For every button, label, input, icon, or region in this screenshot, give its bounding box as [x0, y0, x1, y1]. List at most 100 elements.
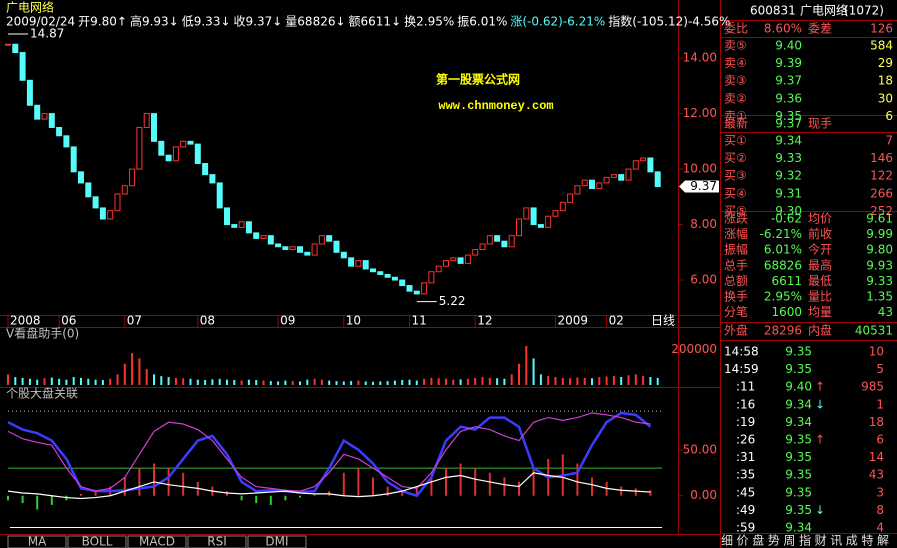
stat-value: 6611 — [771, 274, 802, 288]
candle — [289, 246, 296, 251]
menu-item[interactable]: 盘 — [752, 533, 764, 548]
candle — [574, 185, 581, 195]
indicator-bar — [50, 495, 53, 505]
bid-price: 9.31 — [775, 186, 802, 200]
stat-value: 6.01% — [764, 243, 802, 257]
stock-name: 广电网络 — [6, 0, 54, 15]
candle — [370, 268, 376, 273]
info-item: 2009/02/24 — [6, 15, 75, 29]
tick-time: :49 — [736, 503, 755, 517]
volume-bar — [583, 377, 586, 385]
volume-bar — [379, 381, 382, 385]
candle — [406, 285, 413, 292]
volume-bar — [204, 380, 207, 385]
ask-price: 9.37 — [775, 74, 802, 88]
tick-price: 9.35 — [785, 503, 812, 517]
indicator-bar — [386, 486, 389, 496]
last-price-tag — [679, 180, 719, 193]
label: 外盘 — [724, 323, 748, 338]
candle — [472, 249, 479, 256]
ask-price: 9.40 — [775, 39, 802, 53]
indicator-bar — [532, 468, 535, 496]
volume-bar — [503, 378, 506, 385]
tab-label: MA — [28, 535, 47, 548]
stat-value: 43 — [878, 305, 893, 319]
candle — [625, 168, 632, 181]
menu-item[interactable]: 特 — [861, 533, 873, 548]
indicator-bar — [313, 493, 316, 496]
volume-bar — [656, 377, 659, 385]
volume-bar — [430, 377, 433, 385]
volume-bar — [299, 381, 301, 385]
volume-bar — [561, 377, 564, 385]
tick-time: :16 — [736, 397, 755, 411]
menu-item[interactable]: 解 — [877, 534, 889, 548]
candle — [340, 251, 347, 259]
candle — [421, 282, 428, 295]
volume-bar — [189, 378, 192, 385]
indicator-bar — [7, 495, 9, 501]
tab[interactable] — [187, 535, 247, 548]
indicator-bar — [634, 488, 637, 496]
x-tick-label: 09 — [280, 314, 295, 328]
volume-bar — [313, 378, 316, 385]
menu-item[interactable]: 成 — [846, 534, 858, 548]
volume-bar — [226, 379, 228, 385]
menu-item[interactable]: 价 — [737, 534, 749, 548]
ask-volume: 6 — [885, 109, 893, 123]
info-item: 量68826↓ — [285, 15, 345, 29]
volume-bar — [518, 363, 520, 385]
tick-volume: 6 — [876, 433, 884, 447]
menu-item[interactable]: 势 — [768, 534, 780, 548]
volume-bar — [153, 374, 155, 385]
volume-bar — [605, 376, 608, 385]
tick-time: :59 — [736, 521, 755, 535]
tab[interactable] — [127, 535, 187, 548]
candle — [253, 232, 260, 239]
menu-item[interactable]: 周 — [783, 534, 795, 548]
volume-bar — [247, 379, 250, 385]
menu-item[interactable]: 指 — [799, 533, 811, 548]
volume-bar — [481, 377, 484, 385]
indicator-bar — [269, 495, 272, 505]
candle — [275, 243, 282, 248]
tab-label: BOLL — [82, 535, 113, 548]
menu-item[interactable]: 细 — [721, 534, 733, 548]
candle — [530, 207, 537, 226]
volume-bar — [401, 380, 404, 385]
volume-bar — [459, 379, 462, 385]
stat-label: 总额 — [724, 274, 748, 288]
tick-volume: 14 — [869, 450, 884, 464]
candle — [5, 43, 11, 46]
tab[interactable] — [67, 535, 127, 548]
menu-item[interactable]: 财 — [815, 534, 827, 548]
candle — [165, 154, 172, 162]
ask-price: 9.35 — [775, 109, 802, 123]
menu-item[interactable]: 讯 — [830, 534, 842, 548]
y-tick-label: 12.00 — [683, 106, 717, 120]
tab[interactable] — [7, 535, 67, 548]
volume-bar — [634, 374, 637, 385]
ask-label: 卖① — [724, 109, 747, 123]
stat-value: 1.35 — [866, 290, 893, 304]
volume-bar — [576, 377, 579, 385]
volume-bar — [123, 363, 126, 385]
tick-price: 9.35 — [785, 485, 812, 499]
y-tick-label: 50.00 — [683, 442, 717, 456]
candle — [304, 251, 311, 256]
tab[interactable] — [247, 535, 307, 548]
x-tick-label: 06 — [61, 314, 76, 328]
volume-bar — [437, 378, 440, 385]
x-tick-label: 02 — [609, 314, 624, 328]
indicator-line — [7, 472, 651, 500]
volume-bar — [109, 378, 112, 385]
indicator-bar — [240, 495, 243, 501]
candle — [194, 143, 201, 165]
indicator-bar — [138, 468, 141, 496]
indicator-bar — [357, 468, 360, 496]
candle — [384, 273, 391, 278]
volume-bar — [386, 381, 389, 385]
block-id: (1072) — [844, 4, 884, 18]
candle — [640, 157, 647, 162]
volume-bar — [182, 378, 185, 385]
